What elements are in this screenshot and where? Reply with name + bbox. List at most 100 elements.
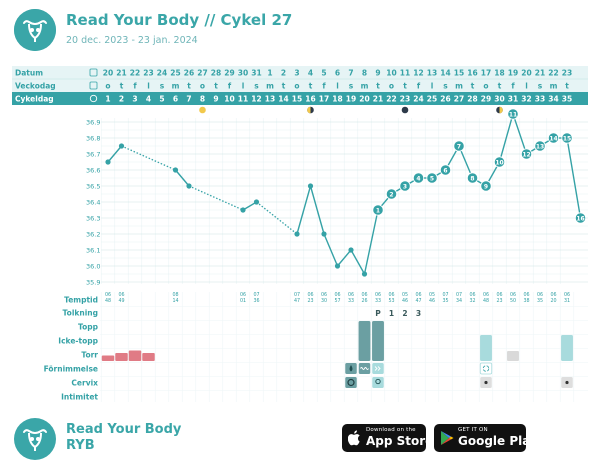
drop-icon: [345, 363, 357, 374]
bleeding-bar: [101, 355, 115, 361]
temp-line-segment: [107, 145, 123, 163]
temptid-minute: 47: [294, 298, 300, 304]
temptid-minute: 48: [105, 298, 111, 304]
y-tick-label: 36.5: [86, 183, 100, 191]
cycleday-cell: 23: [400, 95, 410, 104]
temptid-minute: 23: [307, 298, 313, 304]
dot-shape: [484, 380, 488, 385]
weekday-cell: t: [309, 82, 313, 91]
temptid-hour: 06: [469, 292, 475, 298]
temptid-minute: 33: [375, 298, 381, 304]
weekday-cell: o: [483, 82, 488, 91]
moon-light-half: [307, 106, 311, 114]
temptid-hour: 06: [375, 292, 381, 298]
temptid-hour: 06: [550, 292, 556, 298]
weekday-cell: t: [376, 82, 380, 91]
temptid-minute: 34: [456, 298, 462, 304]
cycleday-cell: 6: [173, 95, 178, 104]
temp-point: [348, 247, 354, 253]
cervix-ring-icon: [345, 377, 357, 388]
app-store-button[interactable]: Download on the App Store: [342, 424, 433, 452]
weekday-row-label: Veckodag: [15, 82, 56, 91]
date-cell: 7: [348, 69, 353, 78]
weekday-cell: s: [254, 82, 259, 91]
date-cell: 22: [548, 69, 558, 78]
cycleday-cell: 15: [292, 95, 302, 104]
temptid-hour: 06: [118, 292, 124, 298]
temptid-minute: 01: [240, 298, 246, 304]
cycleday-cell: 16: [305, 95, 315, 104]
temp-point-label: 6: [443, 167, 447, 174]
weekday-cell: f: [133, 82, 137, 91]
temptid-minute: 57: [334, 298, 340, 304]
cycleday-cell: 2: [119, 95, 124, 104]
weekday-cell: t: [403, 82, 407, 91]
temp-point: [561, 132, 573, 144]
temp-line-segment: [336, 249, 352, 267]
weekday-cell: l: [525, 82, 528, 91]
temptid-minute: 20: [550, 298, 556, 304]
date-cell: 19: [508, 69, 518, 78]
weekday-cell: o: [200, 82, 205, 91]
weekday-cell: o: [294, 82, 299, 91]
temptid-minute: 35: [442, 298, 448, 304]
weekday-cell: m: [172, 82, 180, 91]
temp-point-label: 15: [563, 135, 571, 142]
temp-line-segment: [566, 137, 582, 219]
y-tick-label: 36.1: [86, 247, 100, 255]
temptid-hour: 06: [510, 292, 516, 298]
cycleday-cell: 10: [224, 95, 234, 104]
cycleday-cell: 29: [481, 95, 491, 104]
temp-line-segment: [309, 185, 325, 235]
temptid-hour: 07: [456, 292, 462, 298]
temp-point: [385, 188, 398, 200]
date-cell: 10: [386, 69, 396, 78]
temptid-minute: 23: [496, 298, 502, 304]
mucus-topp-bar: [358, 321, 371, 361]
full-moon-icon: [199, 106, 206, 114]
temptid-hour: 05: [429, 292, 435, 298]
temptid-minute: 46: [402, 298, 408, 304]
footer-brand: Read Your Body RYB: [66, 422, 181, 454]
temptid-hour: 07: [442, 292, 448, 298]
date-row-bg: [12, 66, 588, 79]
temptid-hour: 07: [294, 292, 300, 298]
temp-line-segment: [363, 209, 379, 275]
footer-logo-icon: [14, 418, 56, 464]
google-play-button[interactable]: GET IT ON Google Play: [434, 424, 538, 452]
cycleday-cell: 31: [508, 95, 518, 104]
cycleday-cell: 33: [535, 95, 545, 104]
temp-point: [439, 164, 452, 176]
mucus-grey-bar: [507, 351, 519, 361]
weekday-cell: f: [228, 82, 232, 91]
temptid-minute: 30: [321, 298, 327, 304]
temptid-minute: 48: [483, 298, 489, 304]
weekday-cell: l: [242, 82, 245, 91]
weekday-cell: m: [266, 82, 274, 91]
cycleday-cell: 22: [386, 95, 396, 104]
temp-point: [412, 172, 425, 184]
cycleday-cell: 30: [494, 95, 504, 104]
footer-brand-sub: RYB: [66, 438, 95, 453]
weekday-cell: l: [147, 82, 150, 91]
cervix-small-dot-icon: [480, 377, 492, 388]
tolkning-label: Tolkning: [63, 309, 98, 318]
temp-point: [253, 199, 260, 205]
temptid-minute: 26: [361, 298, 367, 304]
y-tick-label: 35.9: [86, 279, 100, 287]
temp-point: [118, 143, 125, 149]
temp-point: [294, 231, 300, 237]
temptid-hour: 06: [321, 292, 327, 298]
temptid-hour: 06: [388, 292, 394, 298]
temptid-hour: 06: [483, 292, 489, 298]
weekday-cell: f: [511, 82, 515, 91]
cycleday-cell: 5: [159, 95, 164, 104]
y-tick-label: 36.2: [86, 231, 100, 239]
date-cell: 11: [400, 69, 410, 78]
temptid-minute: 46: [429, 298, 435, 304]
weekday-cell: o: [105, 82, 110, 91]
temp-line-segment: [323, 233, 339, 267]
temp-point-label: 5: [430, 175, 434, 182]
weekday-cell: t: [498, 82, 502, 91]
temptid-label: Temptid: [64, 296, 98, 305]
